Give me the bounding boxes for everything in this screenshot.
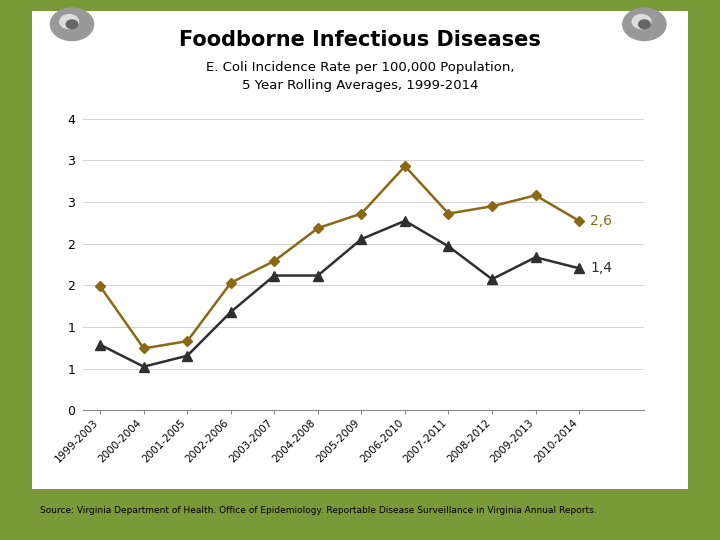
- Text: E. Coli Incidence Rate per 100,000 Population,
5 Year Rolling Averages, 1999-201: E. Coli Incidence Rate per 100,000 Popul…: [206, 61, 514, 92]
- Text: 2,6: 2,6: [590, 214, 612, 228]
- Text: Source: Virginia Department of Health. Office of Epidemiology. Reportable Diseas: Source: Virginia Department of Health. O…: [40, 506, 596, 515]
- Legend: TJHD, Virginia: TJHD, Virginia: [234, 539, 403, 540]
- Text: 1,4: 1,4: [590, 261, 612, 275]
- Text: Foodborne Infectious Diseases: Foodborne Infectious Diseases: [179, 30, 541, 51]
